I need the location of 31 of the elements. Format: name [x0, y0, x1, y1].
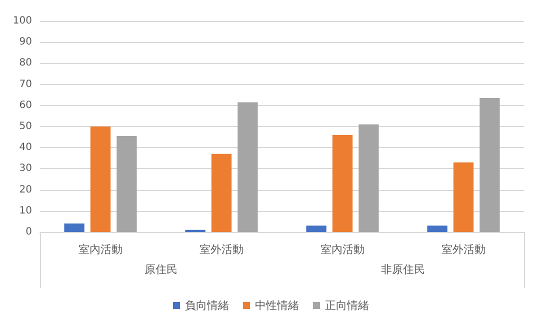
bar [332, 134, 353, 232]
bar [238, 102, 258, 232]
y-tick-label: 70 [19, 78, 32, 90]
x-tick-label: 室外活動 [442, 243, 486, 256]
y-tick-label: 30 [19, 163, 32, 174]
bar [64, 224, 84, 232]
bar [358, 124, 379, 232]
legend-label: 負向情緒 [185, 299, 229, 312]
y-tick-label: 0 [26, 226, 32, 238]
x-tick-label: 室內活動 [320, 243, 364, 256]
y-tick-label: 40 [19, 142, 32, 154]
y-tick-label: 100 [12, 16, 32, 26]
bar [306, 226, 326, 232]
bar [211, 154, 232, 232]
x-tick-label: 室外活動 [200, 243, 244, 256]
bar [427, 226, 448, 232]
bar [453, 162, 474, 232]
y-tick-label: 50 [19, 121, 32, 132]
bar [90, 126, 111, 232]
y-tick-label: 20 [19, 184, 32, 196]
x-tick-label: 室內活動 [78, 243, 122, 256]
text: 非原住民 [381, 263, 425, 276]
y-tick-label: 90 [19, 36, 32, 48]
legend-label: 中性情緒 [255, 299, 299, 312]
y-tick-label: 60 [19, 100, 32, 111]
legend-label: 正向情緒 [325, 299, 369, 312]
y-tick-label: 10 [19, 205, 32, 216]
y-tick-label: 80 [19, 58, 32, 69]
bar [480, 98, 500, 232]
text: 原住民 [144, 263, 178, 276]
bar [116, 136, 137, 232]
